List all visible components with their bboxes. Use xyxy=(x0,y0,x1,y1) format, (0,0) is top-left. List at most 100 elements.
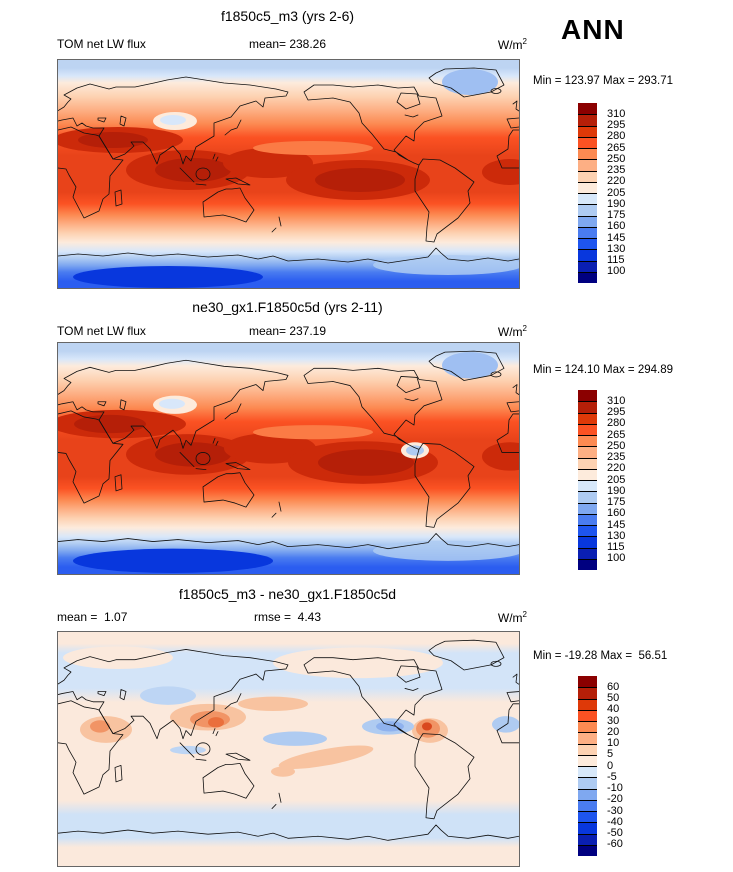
colorbar-segment xyxy=(578,468,597,480)
colorbar-tick-label: 0 xyxy=(607,759,614,772)
colorbar-tick-label: 160 xyxy=(607,220,626,233)
colorbar-segment xyxy=(578,215,597,227)
colorbar-segment xyxy=(578,249,597,261)
colorbar-segment xyxy=(578,480,597,492)
colorbar-segment xyxy=(578,457,597,469)
colorbar-segment xyxy=(578,676,597,688)
colorbar-tick-label: 310 xyxy=(607,394,626,407)
colorbar-tick-label: 40 xyxy=(607,703,620,716)
panel3-title: f1850c5_m3 - ne30_gx1.F1850c5d xyxy=(178,586,397,602)
colorbar-tick-label: 190 xyxy=(607,484,626,497)
panel2-units-label: W/m2 xyxy=(497,324,527,339)
colorbar-segment xyxy=(578,788,597,800)
colorbar-tick-label: -60 xyxy=(607,838,623,851)
colorbar-segment xyxy=(578,260,597,272)
colorbar-segment xyxy=(578,114,597,126)
colorbar-tick-label: -40 xyxy=(607,815,623,828)
colorbar-tick-label: 220 xyxy=(607,462,626,475)
colorbar-tick-label: 310 xyxy=(607,107,626,120)
colorbar-segment xyxy=(578,136,597,148)
colorbar-segment xyxy=(578,238,597,250)
colorbar-tick-label: 20 xyxy=(607,725,620,738)
colorbar-tick-label: 250 xyxy=(607,439,626,452)
colorbar-segment xyxy=(578,181,597,193)
colorbar-tick-label: -30 xyxy=(607,804,623,817)
colorbar-segment xyxy=(578,833,597,845)
colorbar-segment xyxy=(578,844,597,856)
colorbar-segment xyxy=(578,271,597,283)
panel2-mean-label: mean= 237.19 xyxy=(248,324,327,338)
colorbar-tick-label: 5 xyxy=(607,748,614,761)
colorbar-tick-label: -5 xyxy=(607,770,617,783)
colorbar-segment xyxy=(578,412,597,424)
colorbar-segment xyxy=(578,159,597,171)
panel3-colorbar: 60 50 40 30 20 10 5 0 -5 -10 -20 -30 -40 -50 -60 xyxy=(578,676,638,856)
colorbar-tick-label: 235 xyxy=(607,164,626,176)
colorbar-tick-label: 175 xyxy=(607,209,626,221)
colorbar-segment xyxy=(578,811,597,823)
colorbar-tick-label: 145 xyxy=(607,231,626,244)
world-map-difference xyxy=(58,632,519,866)
colorbar-tick-label: 295 xyxy=(607,119,626,131)
panel1-variable-label: TOM net LW flux xyxy=(57,37,146,51)
panel2-variable-label: TOM net LW flux xyxy=(57,324,146,338)
colorbar-tick-label: -50 xyxy=(607,827,623,839)
panel1-units-label: W/m2 xyxy=(497,37,527,52)
colorbar-segment xyxy=(578,777,597,789)
colorbar-tick-label: 205 xyxy=(607,473,626,486)
colorbar-segment xyxy=(578,423,597,435)
world-map-case1 xyxy=(58,60,519,288)
colorbar-segment xyxy=(578,687,597,699)
panel2-colorbar: 310 295 280 265 250 235 220 205 190 175 160 145 130 1… xyxy=(578,390,638,570)
colorbar xyxy=(578,676,597,856)
colorbar-segment xyxy=(578,148,597,160)
panel3-minmax: Min = -19.28 Max = 56.51 xyxy=(533,650,668,662)
panel1-colorbar: 310 295 280 265 250 235 220 205 190 175 160 145 130 1… xyxy=(578,103,638,283)
colorbar-tick-label: 50 xyxy=(607,692,620,704)
colorbar-tick-label: 130 xyxy=(607,529,626,542)
colorbar-tick-label: 130 xyxy=(607,242,626,255)
colorbar-tick-label: 175 xyxy=(607,496,626,508)
colorbar-tick-label: 60 xyxy=(607,680,620,693)
colorbar-tick-label: 205 xyxy=(607,186,626,199)
colorbar-tick-label: 265 xyxy=(607,141,626,154)
colorbar-segment xyxy=(578,226,597,238)
colorbar-segment xyxy=(578,193,597,205)
colorbar-segment xyxy=(578,698,597,710)
colorbar-tick-label: 280 xyxy=(607,417,626,430)
colorbar-segment xyxy=(578,170,597,182)
colorbar-segment xyxy=(578,536,597,548)
colorbar-segment xyxy=(578,799,597,811)
colorbar-segment xyxy=(578,103,597,115)
colorbar-tick-label: 235 xyxy=(607,451,626,463)
colorbar-segment xyxy=(578,721,597,733)
colorbar-tick-label: -10 xyxy=(607,782,623,794)
colorbar-segment xyxy=(578,822,597,834)
colorbar-tick-label: 160 xyxy=(607,507,626,520)
colorbar-tick-label: 265 xyxy=(607,428,626,441)
colorbar-segment xyxy=(578,766,597,778)
colorbar-tick-label: 220 xyxy=(607,175,626,188)
colorbar-tick-label: 100 xyxy=(607,265,626,278)
colorbar-segment xyxy=(578,401,597,413)
colorbar-segment xyxy=(578,390,597,402)
colorbar-segment xyxy=(578,204,597,216)
panel3-mean-label: mean = 1.07 xyxy=(57,610,128,624)
colorbar-segment xyxy=(578,125,597,137)
colorbar xyxy=(578,390,597,570)
panel1-map xyxy=(57,59,520,289)
colorbar-tick-label: 10 xyxy=(607,737,620,749)
panel2-title: ne30_gx1.F1850c5d (yrs 2-11) xyxy=(192,299,383,315)
colorbar-tick-label: 100 xyxy=(607,552,626,565)
colorbar-segment xyxy=(578,446,597,458)
season-label: ANN xyxy=(561,14,625,45)
colorbar-segment xyxy=(578,547,597,559)
colorbar-tick-label: 190 xyxy=(607,197,626,210)
panel1-minmax: Min = 123.97 Max = 293.71 xyxy=(533,75,674,87)
panel2-map xyxy=(57,342,520,575)
colorbar-segment xyxy=(578,732,597,744)
panel3-map xyxy=(57,631,520,867)
colorbar-segment xyxy=(578,754,597,766)
colorbar-segment xyxy=(578,435,597,447)
panel2-minmax: Min = 124.10 Max = 294.89 xyxy=(533,364,674,376)
